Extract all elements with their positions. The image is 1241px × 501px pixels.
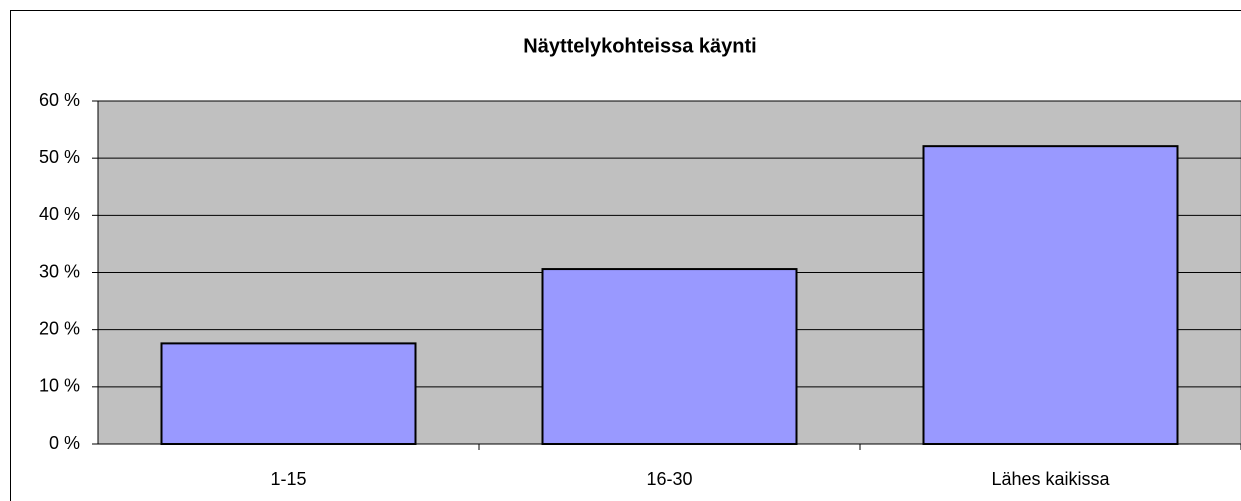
bar bbox=[160, 342, 417, 445]
x-tick-label: 16-30 bbox=[646, 469, 692, 489]
y-tick-label: 50 % bbox=[39, 147, 80, 167]
bar bbox=[922, 145, 1179, 446]
x-tick-label: 1-15 bbox=[270, 469, 306, 489]
bar bbox=[541, 268, 798, 445]
y-tick-label: 60 % bbox=[39, 90, 80, 110]
x-tick-label: Lähes kaikissa bbox=[991, 469, 1110, 489]
chart-title: Näyttelykohteissa käynti bbox=[523, 35, 756, 57]
y-tick-label: 40 % bbox=[39, 204, 80, 224]
y-tick-label: 20 % bbox=[39, 318, 80, 338]
y-tick-label: 0 % bbox=[49, 433, 80, 453]
y-tick-label: 30 % bbox=[39, 261, 80, 281]
y-tick-label: 10 % bbox=[39, 376, 80, 396]
